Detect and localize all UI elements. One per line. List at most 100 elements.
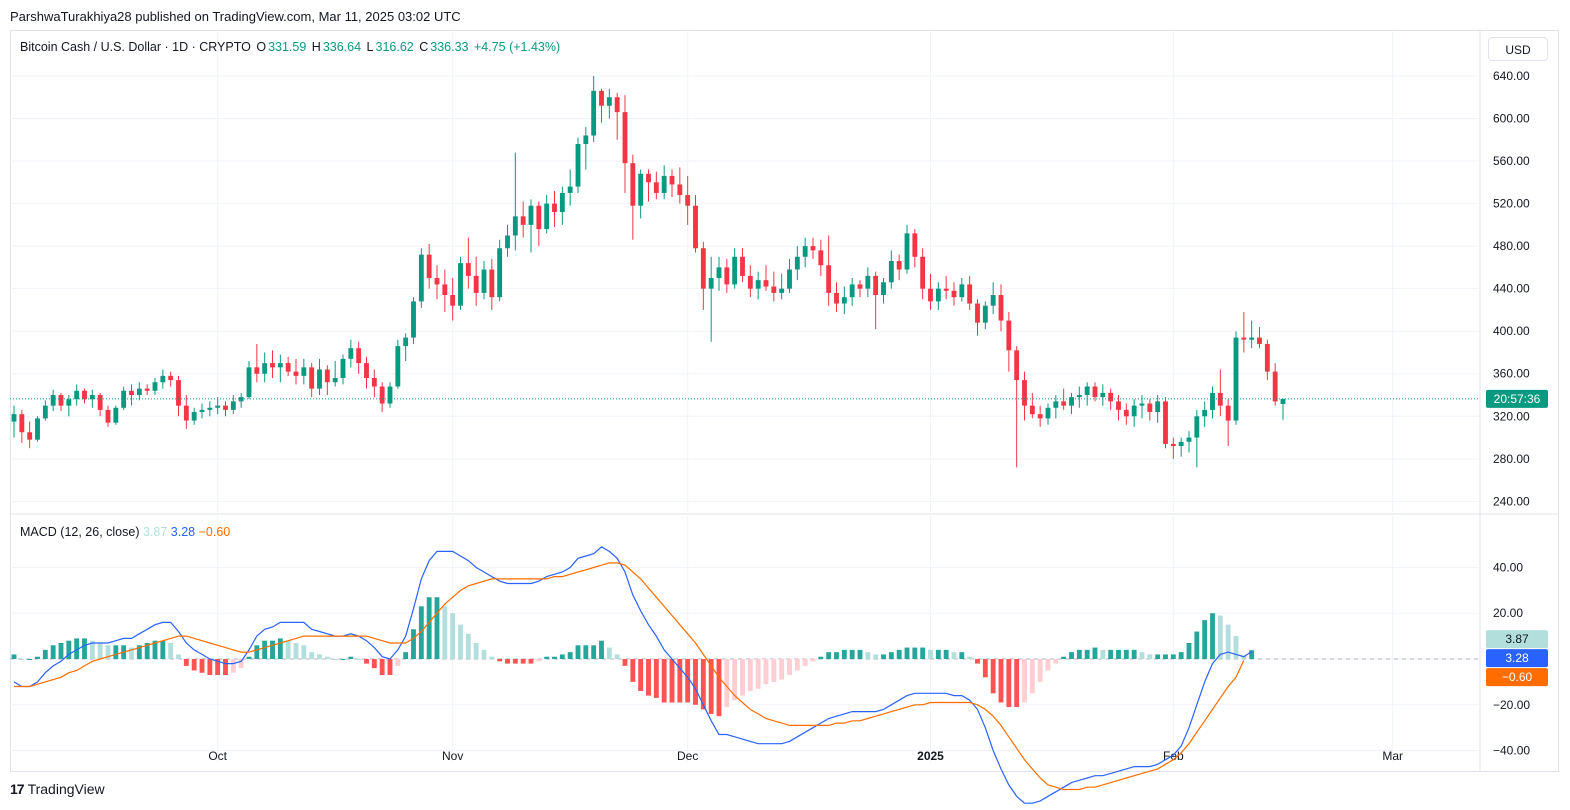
macd-histogram-bar: [1163, 654, 1168, 660]
candle-body: [121, 390, 127, 408]
candle-body: [418, 254, 424, 302]
candle-body: [1170, 443, 1176, 447]
candle-body: [450, 295, 456, 306]
candle-body: [1155, 401, 1161, 413]
candle-body: [1241, 337, 1247, 340]
macd-histogram-bar: [536, 659, 542, 662]
macd-histogram-bar: [967, 656, 973, 660]
macd-histogram-bar: [27, 659, 33, 661]
macd-histogram-bar: [1147, 654, 1153, 660]
macd-histogram-bar: [348, 656, 354, 660]
candle-body: [230, 401, 236, 410]
macd-histogram-bar: [693, 659, 698, 705]
macd-histogram-bar: [520, 659, 526, 664]
candle-body: [716, 267, 722, 279]
countdown-badge: [1486, 389, 1548, 408]
candle-body: [873, 275, 879, 296]
macd-histogram-bar: [356, 659, 362, 661]
candle-body: [144, 388, 150, 391]
candle-body: [183, 405, 189, 421]
candle-body: [708, 278, 714, 289]
macd-histogram-bar: [881, 654, 886, 660]
candle-body: [982, 305, 988, 323]
candle-body: [113, 407, 119, 423]
candle-body: [849, 284, 855, 298]
price-tick-label: 480.00: [1493, 239, 1530, 253]
macd-histogram-bar: [896, 649, 902, 660]
candle-body: [411, 301, 416, 338]
macd-histogram-bar: [199, 659, 205, 673]
price-tick-label: 400.00: [1493, 324, 1530, 338]
candle-body: [19, 414, 25, 433]
macd-histogram-bar: [66, 640, 72, 660]
price-tick-label: 280.00: [1493, 452, 1530, 466]
macd-histogram-bar: [1022, 659, 1027, 703]
tradingview-logo-icon[interactable]: 17: [10, 781, 25, 797]
macd-histogram-bar: [1029, 659, 1035, 694]
macd-histogram-bar: [708, 659, 714, 714]
macd-histogram-bar: [230, 659, 236, 673]
macd-histogram-bar: [544, 656, 550, 660]
macd-histogram-bar: [254, 645, 260, 660]
candle-body: [403, 337, 409, 347]
publish-line: ParshwaTurakhiya28 published on TradingV…: [10, 9, 461, 24]
candle-body: [1061, 401, 1067, 406]
time-tick-label: 2025: [917, 749, 944, 763]
macd-histogram-bar: [865, 652, 871, 660]
candle-body: [622, 112, 628, 164]
candle-body: [199, 409, 205, 413]
candle-body: [724, 267, 730, 285]
macd-histogram-bar: [1202, 620, 1208, 660]
macd-histogram-bar: [58, 642, 64, 660]
macd-histogram-bar: [176, 654, 181, 660]
symbol-title[interactable]: Bitcoin Cash / U.S. Dollar · 1D · CRYPTO: [20, 40, 251, 54]
macd-histogram-bar: [1155, 654, 1161, 660]
candle-body: [990, 295, 996, 306]
macd-histogram-bar: [653, 659, 659, 698]
candle-body: [489, 269, 495, 298]
macd-histogram-bar: [959, 652, 965, 660]
macd-histogram-bar: [262, 640, 268, 660]
candle-body: [176, 380, 181, 406]
macd-histogram-bar: [450, 613, 456, 660]
candle-body: [1233, 337, 1239, 421]
macd-tick-label: 20.00: [1493, 606, 1523, 620]
macd-histogram-bar: [215, 659, 221, 676]
macd-indicator-name[interactable]: MACD (12, 26, close): [20, 525, 140, 539]
macd-histogram-bar: [575, 645, 581, 660]
macd-histogram-bar: [1084, 649, 1090, 660]
macd-histogram-bar: [763, 659, 769, 685]
time-tick-label: Feb: [1163, 749, 1184, 763]
candle-body: [567, 186, 573, 193]
candle-body: [317, 369, 322, 389]
macd-histogram-bar: [638, 659, 644, 692]
candle-body: [1076, 395, 1082, 398]
macd-histogram-bar: [834, 652, 839, 660]
currency-button[interactable]: USD: [1488, 37, 1548, 61]
macd-histogram-bar: [301, 645, 307, 660]
time-tick-label: Mar: [1382, 749, 1403, 763]
candle-body: [50, 395, 56, 406]
candle-body: [928, 288, 933, 302]
footer-brand[interactable]: TradingView: [27, 781, 105, 797]
candle-body: [1092, 386, 1098, 398]
time-tick-label: Dec: [677, 749, 698, 763]
price-tick-label: 640.00: [1493, 69, 1530, 83]
macd-histogram-bar: [599, 640, 604, 660]
candle-body: [544, 203, 550, 230]
macd-histogram-bar: [857, 649, 863, 660]
macd-histogram-bar: [324, 656, 330, 660]
macd-histogram-bar: [434, 597, 440, 660]
macd-histogram-bar: [1076, 649, 1082, 660]
macd-histogram-bar: [943, 649, 949, 660]
countdown-label: 20:57:36: [1494, 392, 1541, 406]
candle-body: [35, 418, 40, 440]
macd-histogram-bar: [826, 652, 832, 660]
macd-histogram-bar: [152, 640, 158, 660]
candle-body: [152, 382, 158, 391]
candle-body: [700, 248, 706, 289]
candle-body: [606, 97, 612, 106]
candle-body: [591, 90, 597, 136]
candle-body: [458, 263, 463, 306]
